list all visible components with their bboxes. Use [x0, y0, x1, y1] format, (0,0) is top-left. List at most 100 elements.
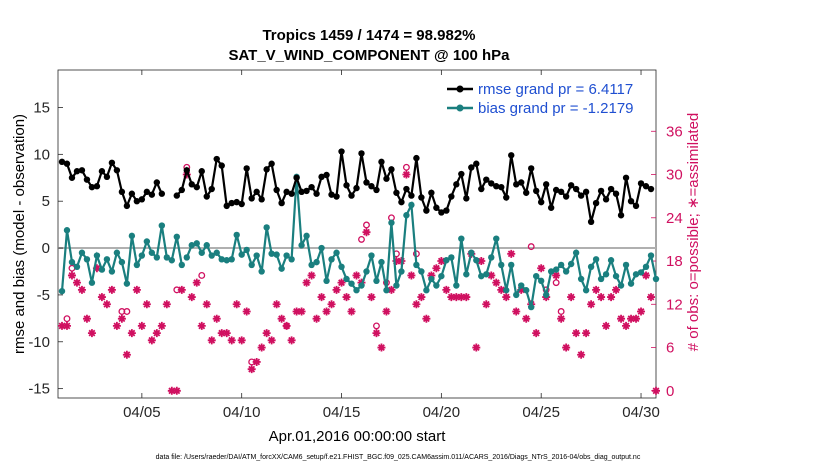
bias-point	[188, 242, 195, 249]
y2-tick-label: 0	[666, 383, 674, 400]
bias-point	[587, 263, 595, 270]
bias-point	[428, 275, 435, 283]
obs-assimilated-point	[607, 293, 616, 302]
obs-assimilated-point	[407, 271, 416, 280]
rmse-point	[288, 190, 295, 197]
rmse-point	[113, 167, 121, 174]
rmse-point	[483, 176, 490, 183]
bias-point	[298, 242, 305, 249]
axis-ticks: 04/05 04/10 04/15 04/20 04/25 04/30 15 10 5 0 -5 -1…	[28, 70, 683, 421]
rmse-point	[293, 174, 300, 181]
rmse-point	[198, 168, 205, 175]
obs-assimilated-point	[217, 329, 226, 338]
obs-assimilated-point	[652, 386, 660, 395]
rmse-point	[283, 188, 290, 196]
obs-assimilated-point	[567, 293, 576, 302]
bias-point	[173, 233, 181, 241]
obs-assimilated-point	[642, 271, 651, 280]
obs-assimilated-point	[627, 314, 636, 323]
bias-point	[562, 268, 570, 275]
obs-assimilated-point	[372, 329, 381, 338]
bias-point	[528, 303, 535, 311]
rmse-point	[363, 179, 370, 186]
bias-point	[58, 287, 66, 295]
rmse-point	[203, 193, 210, 200]
obs-assimilated-point	[132, 285, 141, 294]
bias-point	[118, 258, 126, 266]
rmse-point	[557, 188, 565, 196]
bias-point	[607, 257, 615, 264]
obs-assimilated-point	[147, 336, 156, 345]
obs-assimilated-point	[457, 293, 466, 302]
obs-assimilated-point	[557, 314, 566, 323]
rmse-point	[503, 194, 510, 201]
rmse-point	[592, 199, 600, 207]
obs-assimilated-point	[137, 321, 146, 330]
bias-point	[278, 265, 285, 272]
rmse-point	[647, 185, 655, 193]
rmse-point	[458, 170, 465, 178]
bias-point	[328, 256, 335, 263]
obs-assimilated-point	[302, 278, 311, 287]
obs-assimilated-point	[197, 321, 206, 330]
bias-point	[647, 252, 655, 259]
rmse-point	[313, 190, 320, 197]
rmse-point	[328, 191, 335, 198]
rmse-point	[73, 168, 81, 175]
bias-point	[213, 249, 220, 256]
bias-point	[582, 287, 590, 294]
bias-point	[83, 256, 91, 263]
rmse-point	[78, 167, 86, 174]
obs-assimilated-point	[517, 285, 526, 294]
obs-assimilated-point	[482, 300, 491, 309]
legend-bias-marker	[456, 104, 464, 112]
rmse-point	[617, 212, 625, 219]
rmse-point	[158, 190, 166, 197]
y-tick-label: 15	[33, 99, 50, 116]
y2-tick-label: 24	[666, 210, 683, 227]
obs-assimilated-point	[142, 300, 151, 309]
obs-assimilated-point	[447, 293, 456, 302]
obs-assimilated-point	[472, 343, 481, 352]
obs-assimilated-point	[117, 314, 126, 323]
bias-point	[163, 254, 171, 261]
rmse-point	[642, 183, 650, 190]
bias-point	[577, 275, 585, 283]
rmse-point	[622, 174, 630, 181]
bias-point	[378, 258, 385, 266]
rmse-point	[88, 183, 96, 191]
bias-point	[523, 287, 530, 294]
bias-point	[353, 287, 360, 294]
bias-point	[503, 287, 510, 294]
obs-assimilated-point	[617, 314, 626, 323]
bias-point	[223, 257, 230, 264]
obs-assimilated-point	[622, 321, 631, 330]
rmse-point	[637, 180, 645, 187]
bias-point	[193, 240, 200, 247]
bias-point	[373, 277, 380, 285]
rmse-point	[552, 186, 560, 194]
obs-possible-point	[527, 243, 535, 251]
y-tick-label: 5	[42, 193, 50, 210]
obs-assimilated-point	[382, 307, 391, 316]
obs-possible-point	[373, 322, 380, 330]
y-tick-label: -15	[28, 381, 50, 398]
rmse-point	[607, 185, 615, 193]
rmse-point	[133, 198, 141, 205]
bias-point	[308, 261, 315, 269]
obs-assimilated-point	[167, 386, 176, 395]
obs-assimilated-point	[362, 228, 371, 237]
obs-possible-point	[402, 163, 410, 171]
rmse-point	[63, 160, 71, 167]
bias-point	[458, 235, 465, 242]
y2-tick-label: 12	[666, 296, 683, 313]
x-tick-label: 04/10	[223, 404, 261, 421]
obs-assimilated-point	[492, 278, 501, 287]
obs-assimilated-point	[327, 300, 336, 309]
rmse-point	[128, 190, 136, 197]
rmse-point	[468, 164, 475, 171]
bias-point	[513, 291, 520, 299]
chart-title: Tropics 1459 / 1474 = 98.982%	[262, 27, 475, 44]
y-tick-label: 0	[42, 240, 50, 257]
x-tick-label: 04/20	[423, 404, 461, 421]
